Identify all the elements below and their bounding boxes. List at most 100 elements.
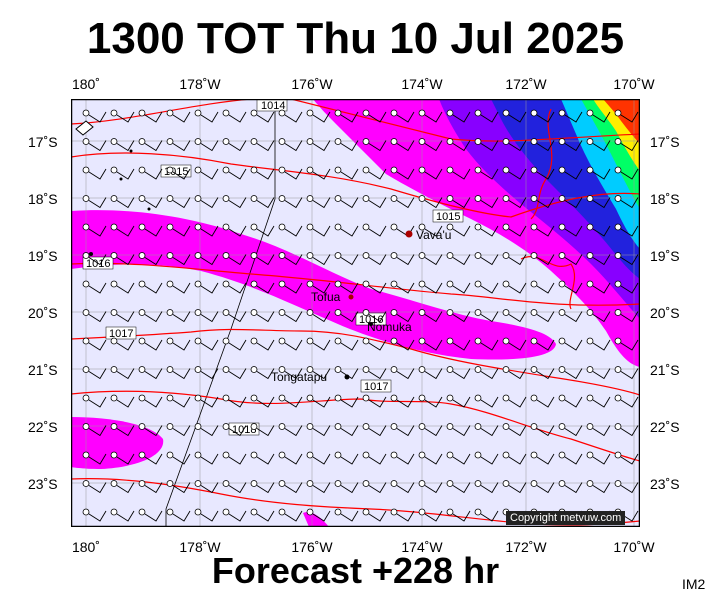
wind-barb bbox=[614, 252, 639, 266]
wind-barb bbox=[82, 138, 107, 152]
wind-barb bbox=[530, 451, 555, 465]
isobar-labels: 1014 1015 1015 1016 1016 1017 1017 1018 bbox=[82, 99, 464, 436]
wind-barb bbox=[82, 280, 107, 294]
wind-barb bbox=[362, 252, 387, 266]
isobar-label-1016a: 1016 bbox=[86, 258, 110, 270]
wind-barb bbox=[250, 508, 275, 522]
wind-barb bbox=[418, 223, 443, 237]
wind-barb bbox=[446, 109, 471, 123]
wind-barb bbox=[82, 195, 107, 209]
rain-region-red bbox=[603, 99, 640, 144]
wind-barb bbox=[530, 166, 555, 180]
wind-barb bbox=[558, 252, 583, 266]
wind-barb bbox=[194, 280, 219, 294]
wind-barb bbox=[222, 423, 247, 437]
wind-barb bbox=[278, 280, 303, 294]
wind-barb bbox=[502, 423, 527, 437]
wind-barb bbox=[278, 252, 303, 266]
wind-barb bbox=[390, 166, 415, 180]
wind-barb bbox=[138, 109, 163, 123]
wind-barb bbox=[138, 394, 163, 408]
wind-barb bbox=[446, 252, 471, 266]
wind-barb bbox=[82, 480, 107, 494]
wind-barb bbox=[446, 309, 471, 323]
wind-barb bbox=[586, 480, 611, 494]
wind-barb bbox=[390, 451, 415, 465]
wind-barb bbox=[614, 280, 639, 294]
wind-barb bbox=[530, 280, 555, 294]
lat-label-left-21s: 21˚S bbox=[28, 362, 58, 378]
wind-barb bbox=[138, 138, 163, 152]
wind-barb bbox=[558, 480, 583, 494]
wind-barb bbox=[194, 109, 219, 123]
place-nomuka: Nomuka bbox=[367, 320, 412, 334]
wind-barb bbox=[222, 337, 247, 351]
wind-barb bbox=[222, 451, 247, 465]
wind-barb bbox=[390, 195, 415, 209]
wind-barb bbox=[418, 508, 443, 522]
wind-barb bbox=[418, 423, 443, 437]
wind-barb bbox=[278, 138, 303, 152]
lat-label-right-18s: 18˚S bbox=[650, 191, 680, 207]
lat-label-left-23s: 23˚S bbox=[28, 476, 58, 492]
wind-barb bbox=[362, 451, 387, 465]
wind-barb bbox=[138, 166, 163, 180]
wind-barb bbox=[446, 366, 471, 380]
wind-barb bbox=[558, 423, 583, 437]
wind-barb bbox=[502, 195, 527, 209]
wind-barb bbox=[194, 195, 219, 209]
wind-barb bbox=[306, 138, 331, 152]
lon-label-top-178w: 178˚W bbox=[179, 76, 221, 92]
wind-barb bbox=[334, 166, 359, 180]
lat-label-left-19s: 19˚S bbox=[28, 248, 58, 264]
wind-barb bbox=[614, 366, 639, 380]
wind-barb bbox=[166, 280, 191, 294]
wind-barb bbox=[110, 309, 135, 323]
wind-barb bbox=[110, 280, 135, 294]
wind-barb bbox=[446, 223, 471, 237]
wind-barb bbox=[390, 138, 415, 152]
wind-barb bbox=[586, 394, 611, 408]
wind-barb bbox=[390, 337, 415, 351]
wind-barb bbox=[82, 309, 107, 323]
image-code: IM2 bbox=[682, 576, 706, 592]
wind-barb bbox=[446, 138, 471, 152]
wind-barb bbox=[194, 451, 219, 465]
wind-barb bbox=[82, 366, 107, 380]
wind-barb bbox=[446, 166, 471, 180]
wind-barb bbox=[558, 166, 583, 180]
wind-barb bbox=[586, 223, 611, 237]
wind-barb bbox=[446, 394, 471, 408]
wind-barb bbox=[82, 223, 107, 237]
wind-barb bbox=[502, 451, 527, 465]
wind-barb bbox=[110, 109, 135, 123]
wind-barb bbox=[446, 451, 471, 465]
wind-barb bbox=[110, 138, 135, 152]
wind-barb bbox=[558, 109, 583, 123]
wind-barb bbox=[82, 337, 107, 351]
wind-barb bbox=[586, 451, 611, 465]
wind-barb bbox=[166, 366, 191, 380]
wind-barb bbox=[362, 280, 387, 294]
lat-label-left-18s: 18˚S bbox=[28, 191, 58, 207]
wind-barb bbox=[390, 280, 415, 294]
wind-barb bbox=[138, 195, 163, 209]
wind-barb bbox=[334, 109, 359, 123]
wind-barb bbox=[474, 423, 499, 437]
wind-barb bbox=[418, 480, 443, 494]
place-tofua: Tofua bbox=[311, 290, 341, 304]
wind-barb bbox=[82, 109, 107, 123]
wind-barb bbox=[222, 366, 247, 380]
lat-label-right-22s: 22˚S bbox=[650, 419, 680, 435]
wind-barb bbox=[278, 451, 303, 465]
wind-barb bbox=[474, 223, 499, 237]
wind-barb bbox=[418, 280, 443, 294]
wind-barb bbox=[558, 138, 583, 152]
wind-barb bbox=[362, 195, 387, 209]
wind-barb bbox=[222, 223, 247, 237]
wind-barb bbox=[474, 309, 499, 323]
wind-barb bbox=[194, 138, 219, 152]
lon-label-top-172w: 172˚W bbox=[505, 76, 547, 92]
wind-barb bbox=[250, 223, 275, 237]
wind-barb bbox=[502, 109, 527, 123]
